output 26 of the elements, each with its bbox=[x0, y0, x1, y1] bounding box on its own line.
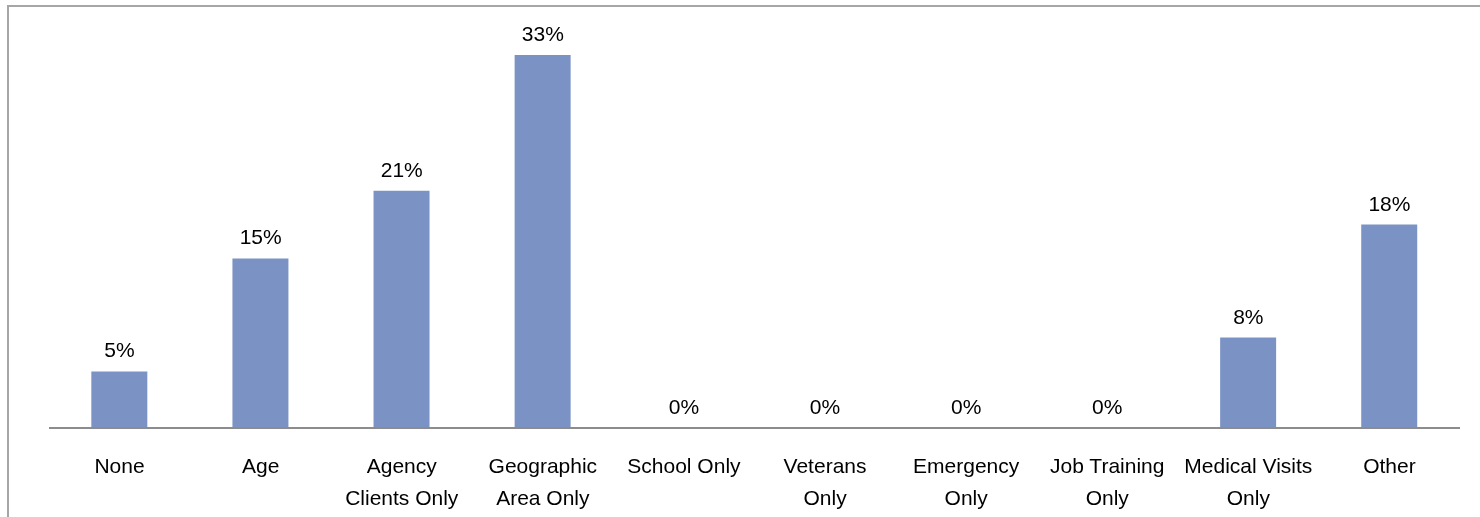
bar bbox=[232, 258, 289, 428]
bar bbox=[1220, 337, 1277, 428]
x-tick-label: Job Training Only bbox=[1050, 454, 1165, 509]
x-tick-label: Geographic Area Only bbox=[488, 454, 598, 509]
x-tick-label: Medical Visits Only bbox=[1184, 454, 1313, 509]
x-tick-label: Agency Clients Only bbox=[345, 454, 459, 509]
data-label: 5% bbox=[104, 338, 135, 362]
data-label: 8% bbox=[1233, 304, 1264, 328]
bar bbox=[514, 55, 571, 428]
x-tick-label: Other bbox=[1363, 454, 1416, 477]
data-label: 21% bbox=[380, 157, 423, 181]
data-label: 33% bbox=[521, 22, 564, 45]
x-tick-label: Veterans Only bbox=[783, 454, 867, 509]
data-label: 0% bbox=[668, 395, 700, 418]
bar bbox=[1361, 224, 1418, 428]
data-label: 0% bbox=[1092, 395, 1123, 418]
data-label: 0% bbox=[809, 395, 841, 418]
x-tick-label: School Only bbox=[627, 454, 742, 477]
data-label: 0% bbox=[950, 395, 982, 418]
data-label: 18% bbox=[1368, 191, 1411, 215]
data-label: 15% bbox=[239, 225, 282, 249]
x-tick-label: None bbox=[94, 454, 145, 477]
x-tick-label: Emergency Only bbox=[913, 454, 1020, 509]
bar bbox=[373, 190, 430, 428]
bar bbox=[91, 371, 148, 428]
x-tick-label: Age bbox=[241, 454, 280, 477]
